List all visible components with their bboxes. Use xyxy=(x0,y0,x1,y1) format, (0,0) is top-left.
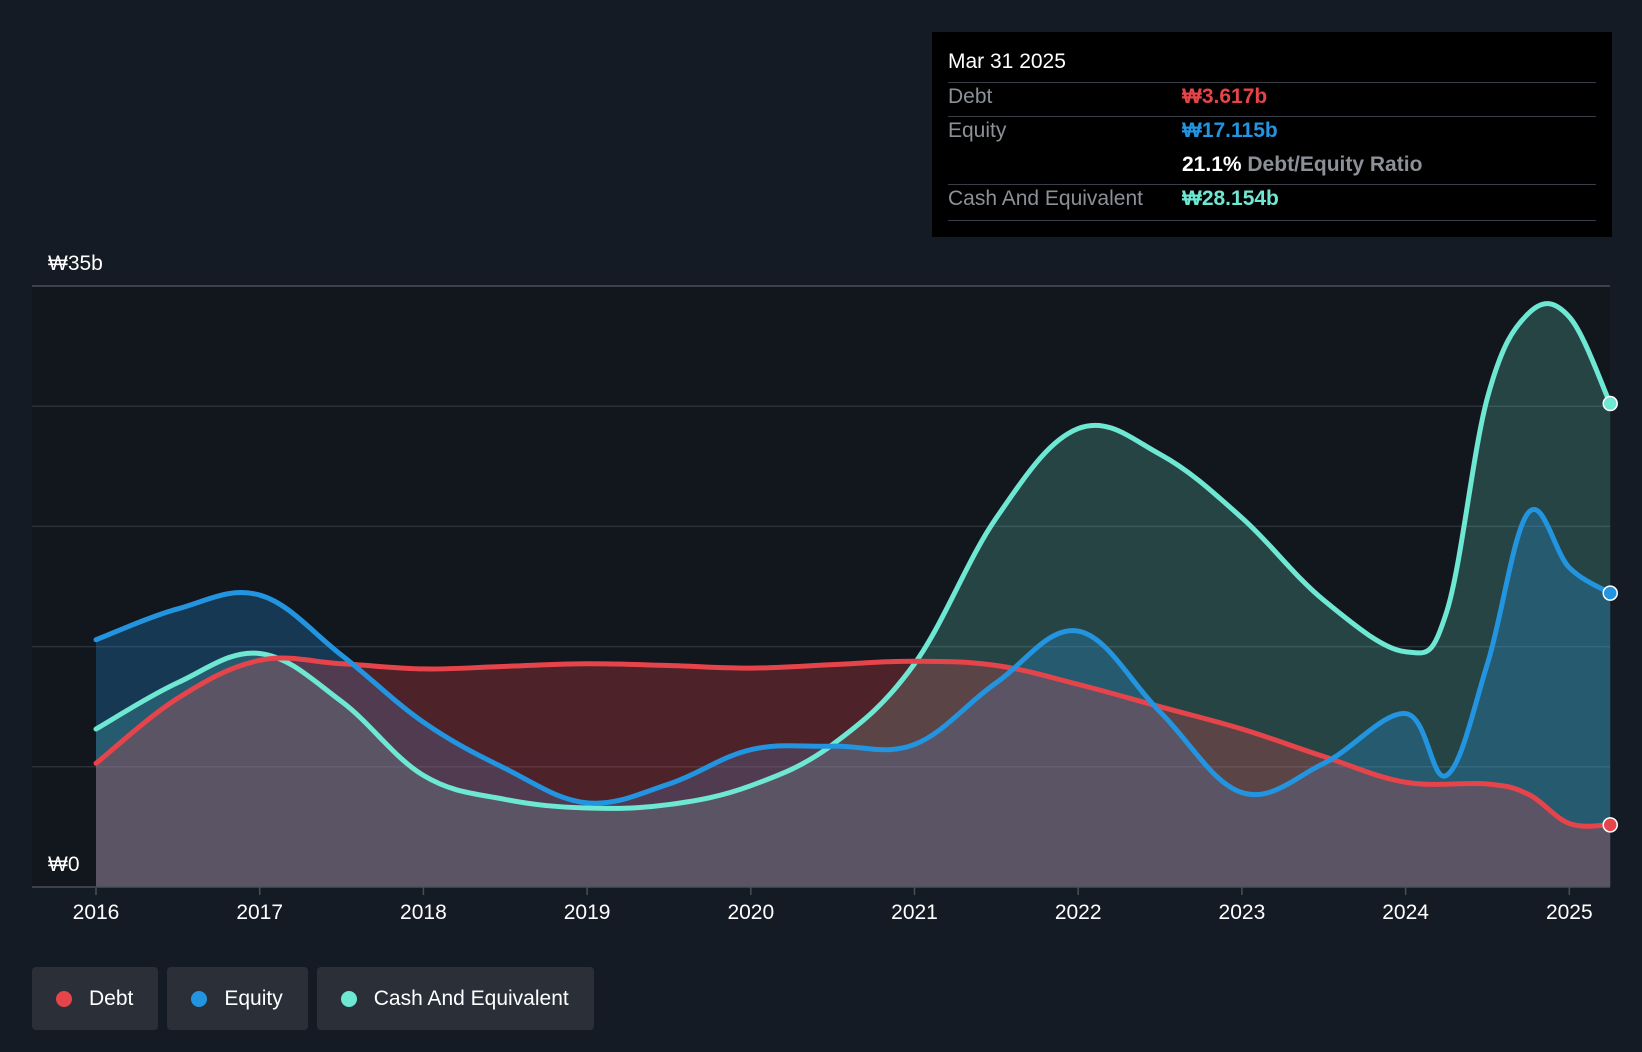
x-tick-label: 2019 xyxy=(564,901,611,924)
x-tick-label: 2018 xyxy=(400,901,447,924)
x-tick-label: 2020 xyxy=(727,901,774,924)
tooltip-divider xyxy=(948,82,1596,83)
legend-cash-label: Cash And Equivalent xyxy=(373,986,569,1010)
legend-item-debt[interactable]: Debt xyxy=(32,967,159,1030)
debt-dot-icon xyxy=(56,990,72,1007)
x-axis: 2016 2017 2018 2019 2020 2021 2022 2023 2024 2025 xyxy=(73,887,1593,924)
x-tick-label: 2017 xyxy=(236,901,283,924)
legend-item-equity[interactable]: Equity xyxy=(167,967,308,1030)
tooltip-debt-label: Debt xyxy=(948,85,993,108)
tooltip-cash-label: Cash And Equivalent xyxy=(948,187,1143,210)
x-tick-label: 2016 xyxy=(73,901,120,924)
series-lines xyxy=(93,301,1613,829)
x-tick-label: 2024 xyxy=(1382,901,1429,924)
line-equity xyxy=(93,507,1613,806)
tooltip-divider xyxy=(948,116,1596,117)
y-axis-min-label: ₩0 xyxy=(48,853,80,876)
series-end-markers xyxy=(1602,395,1618,833)
x-tick-label: 2023 xyxy=(1219,901,1266,924)
tooltip-debt-value: ₩3.617b xyxy=(1182,85,1268,108)
x-tick-label: 2025 xyxy=(1546,901,1593,924)
area-debt xyxy=(96,658,1611,887)
legend-item-cash[interactable]: Cash And Equivalent xyxy=(316,967,594,1030)
equity-dot-icon xyxy=(191,990,208,1007)
legend-debt-label: Debt xyxy=(89,986,134,1010)
marker-debt xyxy=(1602,817,1618,833)
line-cash xyxy=(93,301,1613,811)
tooltip-ratio-value: 21.1% xyxy=(1182,153,1242,176)
tooltip: Mar 31 2025 Debt ₩3.617b Equity ₩17.115b… xyxy=(932,32,1612,237)
tooltip-equity-value: ₩17.115b xyxy=(1182,119,1278,142)
tooltip-date: Mar 31 2025 xyxy=(948,50,1066,73)
marker-equity xyxy=(1602,585,1618,601)
tooltip-equity-label: Equity xyxy=(948,119,1007,142)
legend-equity-label: Equity xyxy=(224,986,283,1010)
tooltip-divider xyxy=(948,220,1596,221)
marker-cash xyxy=(1602,395,1618,412)
x-tick-label: 2021 xyxy=(891,901,938,924)
y-axis-max-label: ₩35b xyxy=(48,252,103,275)
tooltip-ratio: 21.1% Debt/Equity Ratio xyxy=(1182,153,1422,177)
tooltip-divider xyxy=(948,184,1596,185)
plot-background xyxy=(32,286,1610,887)
tooltip-cash-value: ₩28.154b xyxy=(1182,187,1279,210)
x-tick-label: 2022 xyxy=(1055,901,1102,924)
tooltip-ratio-label: Debt/Equity Ratio xyxy=(1247,153,1423,176)
area-cash xyxy=(96,303,1611,888)
legend: Debt Equity Cash And Equivalent xyxy=(32,967,594,1030)
cash-dot-icon xyxy=(340,990,357,1007)
